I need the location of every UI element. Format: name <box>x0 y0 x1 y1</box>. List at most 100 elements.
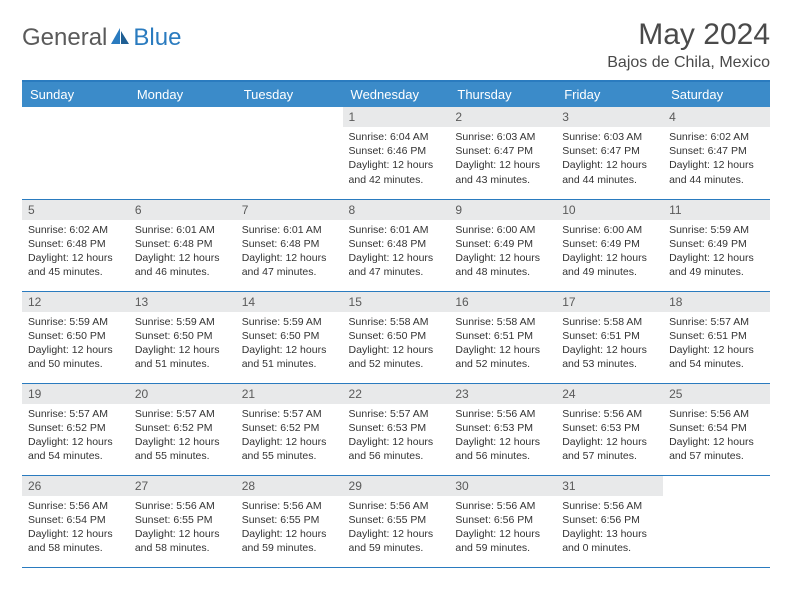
day-number: 11 <box>663 200 770 220</box>
day-number: 12 <box>22 292 129 312</box>
calendar-cell: 15Sunrise: 5:58 AMSunset: 6:50 PMDayligh… <box>343 291 450 383</box>
day-number: 28 <box>236 476 343 496</box>
day-number: 2 <box>449 107 556 127</box>
calendar-cell: 23Sunrise: 5:56 AMSunset: 6:53 PMDayligh… <box>449 383 556 475</box>
day-header-sunday: Sunday <box>22 81 129 107</box>
calendar-cell: 14Sunrise: 5:59 AMSunset: 6:50 PMDayligh… <box>236 291 343 383</box>
calendar-week: 26Sunrise: 5:56 AMSunset: 6:54 PMDayligh… <box>22 475 770 567</box>
day-number: 5 <box>22 200 129 220</box>
calendar-cell: 6Sunrise: 6:01 AMSunset: 6:48 PMDaylight… <box>129 199 236 291</box>
day-content: Sunrise: 6:03 AMSunset: 6:47 PMDaylight:… <box>556 127 663 191</box>
day-content: Sunrise: 6:01 AMSunset: 6:48 PMDaylight:… <box>129 220 236 284</box>
day-number: 3 <box>556 107 663 127</box>
day-content: Sunrise: 5:56 AMSunset: 6:56 PMDaylight:… <box>449 496 556 560</box>
logo-text-general: General <box>22 24 107 52</box>
calendar-cell: 20Sunrise: 5:57 AMSunset: 6:52 PMDayligh… <box>129 383 236 475</box>
calendar-cell: 5Sunrise: 6:02 AMSunset: 6:48 PMDaylight… <box>22 199 129 291</box>
calendar-week: 19Sunrise: 5:57 AMSunset: 6:52 PMDayligh… <box>22 383 770 475</box>
day-number: 17 <box>556 292 663 312</box>
day-content: Sunrise: 5:56 AMSunset: 6:54 PMDaylight:… <box>22 496 129 560</box>
day-number: 20 <box>129 384 236 404</box>
day-number: 13 <box>129 292 236 312</box>
day-content: Sunrise: 6:01 AMSunset: 6:48 PMDaylight:… <box>343 220 450 284</box>
calendar-week: 1Sunrise: 6:04 AMSunset: 6:46 PMDaylight… <box>22 107 770 199</box>
day-number: 21 <box>236 384 343 404</box>
day-number: 7 <box>236 200 343 220</box>
day-header-tuesday: Tuesday <box>236 81 343 107</box>
day-content: Sunrise: 5:57 AMSunset: 6:52 PMDaylight:… <box>236 404 343 468</box>
day-content: Sunrise: 5:56 AMSunset: 6:54 PMDaylight:… <box>663 404 770 468</box>
calendar-cell: 8Sunrise: 6:01 AMSunset: 6:48 PMDaylight… <box>343 199 450 291</box>
day-number: 16 <box>449 292 556 312</box>
calendar-cell: 9Sunrise: 6:00 AMSunset: 6:49 PMDaylight… <box>449 199 556 291</box>
day-number: 9 <box>449 200 556 220</box>
day-number: 29 <box>343 476 450 496</box>
calendar-cell: 4Sunrise: 6:02 AMSunset: 6:47 PMDaylight… <box>663 107 770 199</box>
day-number: 24 <box>556 384 663 404</box>
day-content: Sunrise: 5:56 AMSunset: 6:55 PMDaylight:… <box>129 496 236 560</box>
calendar-cell: 16Sunrise: 5:58 AMSunset: 6:51 PMDayligh… <box>449 291 556 383</box>
day-content: Sunrise: 5:58 AMSunset: 6:50 PMDaylight:… <box>343 312 450 376</box>
calendar-cell <box>22 107 129 199</box>
day-content: Sunrise: 6:04 AMSunset: 6:46 PMDaylight:… <box>343 127 450 191</box>
calendar-cell: 28Sunrise: 5:56 AMSunset: 6:55 PMDayligh… <box>236 475 343 567</box>
logo-text-blue: Blue <box>133 24 181 52</box>
calendar-cell: 19Sunrise: 5:57 AMSunset: 6:52 PMDayligh… <box>22 383 129 475</box>
day-header-thursday: Thursday <box>449 81 556 107</box>
month-title: May 2024 <box>607 18 770 52</box>
day-content: Sunrise: 5:57 AMSunset: 6:52 PMDaylight:… <box>22 404 129 468</box>
calendar-body: 1Sunrise: 6:04 AMSunset: 6:46 PMDaylight… <box>22 107 770 567</box>
calendar-cell: 10Sunrise: 6:00 AMSunset: 6:49 PMDayligh… <box>556 199 663 291</box>
calendar-cell: 25Sunrise: 5:56 AMSunset: 6:54 PMDayligh… <box>663 383 770 475</box>
day-header-monday: Monday <box>129 81 236 107</box>
day-number: 25 <box>663 384 770 404</box>
calendar-cell: 11Sunrise: 5:59 AMSunset: 6:49 PMDayligh… <box>663 199 770 291</box>
day-content: Sunrise: 6:00 AMSunset: 6:49 PMDaylight:… <box>556 220 663 284</box>
day-content: Sunrise: 5:56 AMSunset: 6:53 PMDaylight:… <box>556 404 663 468</box>
calendar-cell: 31Sunrise: 5:56 AMSunset: 6:56 PMDayligh… <box>556 475 663 567</box>
day-number: 26 <box>22 476 129 496</box>
calendar-cell: 18Sunrise: 5:57 AMSunset: 6:51 PMDayligh… <box>663 291 770 383</box>
logo: General Blue <box>22 24 181 52</box>
calendar-cell: 30Sunrise: 5:56 AMSunset: 6:56 PMDayligh… <box>449 475 556 567</box>
day-header-saturday: Saturday <box>663 81 770 107</box>
day-number: 4 <box>663 107 770 127</box>
day-content: Sunrise: 6:00 AMSunset: 6:49 PMDaylight:… <box>449 220 556 284</box>
day-content: Sunrise: 6:02 AMSunset: 6:47 PMDaylight:… <box>663 127 770 191</box>
day-content: Sunrise: 5:58 AMSunset: 6:51 PMDaylight:… <box>556 312 663 376</box>
calendar-week: 5Sunrise: 6:02 AMSunset: 6:48 PMDaylight… <box>22 199 770 291</box>
day-content: Sunrise: 5:59 AMSunset: 6:50 PMDaylight:… <box>129 312 236 376</box>
title-block: May 2024 Bajos de Chila, Mexico <box>607 18 770 72</box>
day-header-wednesday: Wednesday <box>343 81 450 107</box>
calendar-cell: 21Sunrise: 5:57 AMSunset: 6:52 PMDayligh… <box>236 383 343 475</box>
calendar-cell <box>129 107 236 199</box>
day-number: 27 <box>129 476 236 496</box>
calendar-cell: 29Sunrise: 5:56 AMSunset: 6:55 PMDayligh… <box>343 475 450 567</box>
day-number: 8 <box>343 200 450 220</box>
calendar-header-row: SundayMondayTuesdayWednesdayThursdayFrid… <box>22 81 770 107</box>
day-number: 23 <box>449 384 556 404</box>
calendar-cell: 1Sunrise: 6:04 AMSunset: 6:46 PMDaylight… <box>343 107 450 199</box>
day-number: 31 <box>556 476 663 496</box>
day-content: Sunrise: 5:59 AMSunset: 6:50 PMDaylight:… <box>236 312 343 376</box>
calendar-cell: 26Sunrise: 5:56 AMSunset: 6:54 PMDayligh… <box>22 475 129 567</box>
day-number: 10 <box>556 200 663 220</box>
day-number: 1 <box>343 107 450 127</box>
day-number: 15 <box>343 292 450 312</box>
location-text: Bajos de Chila, Mexico <box>607 54 770 72</box>
day-number: 6 <box>129 200 236 220</box>
calendar-cell: 2Sunrise: 6:03 AMSunset: 6:47 PMDaylight… <box>449 107 556 199</box>
calendar-cell: 12Sunrise: 5:59 AMSunset: 6:50 PMDayligh… <box>22 291 129 383</box>
day-content: Sunrise: 6:01 AMSunset: 6:48 PMDaylight:… <box>236 220 343 284</box>
calendar-cell: 13Sunrise: 5:59 AMSunset: 6:50 PMDayligh… <box>129 291 236 383</box>
day-content: Sunrise: 5:57 AMSunset: 6:52 PMDaylight:… <box>129 404 236 468</box>
day-content: Sunrise: 5:56 AMSunset: 6:53 PMDaylight:… <box>449 404 556 468</box>
day-content: Sunrise: 6:02 AMSunset: 6:48 PMDaylight:… <box>22 220 129 284</box>
day-content: Sunrise: 5:59 AMSunset: 6:49 PMDaylight:… <box>663 220 770 284</box>
day-content: Sunrise: 5:57 AMSunset: 6:53 PMDaylight:… <box>343 404 450 468</box>
calendar-cell: 17Sunrise: 5:58 AMSunset: 6:51 PMDayligh… <box>556 291 663 383</box>
calendar-cell: 3Sunrise: 6:03 AMSunset: 6:47 PMDaylight… <box>556 107 663 199</box>
sail-icon <box>109 26 131 51</box>
header: General Blue May 2024 Bajos de Chila, Me… <box>22 18 770 72</box>
day-content: Sunrise: 5:57 AMSunset: 6:51 PMDaylight:… <box>663 312 770 376</box>
